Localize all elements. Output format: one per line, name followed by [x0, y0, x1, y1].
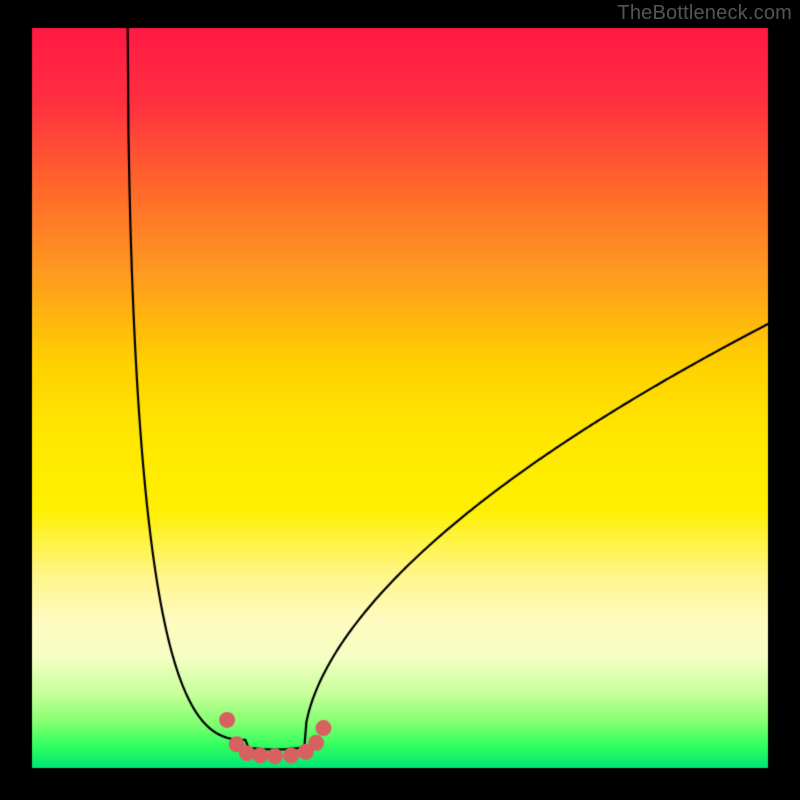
- bottleneck-gradient-chart: [0, 0, 800, 800]
- chart-container: TheBottleneck.com: [0, 0, 800, 800]
